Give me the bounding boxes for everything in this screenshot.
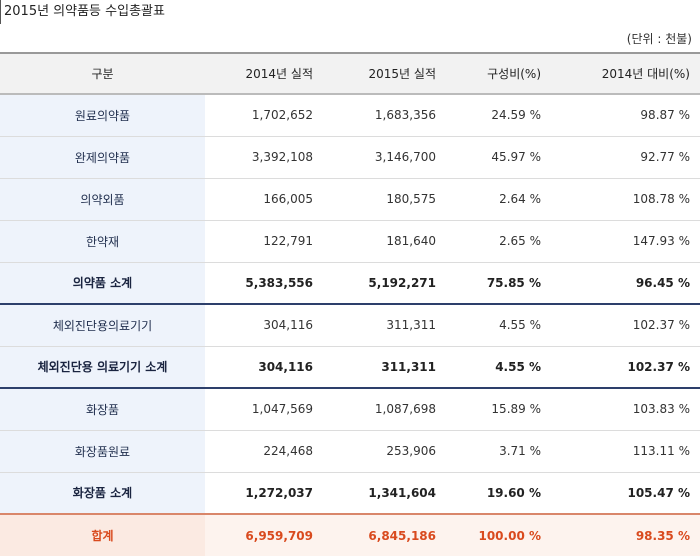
table-row: 완제의약품 3,392,108 3,146,700 45.97 % 92.77 … bbox=[0, 136, 700, 179]
row-yoy: 113.11 % bbox=[551, 430, 700, 473]
row-name: 의약품 소계 bbox=[0, 262, 205, 305]
row-yoy: 98.87 % bbox=[551, 94, 700, 137]
row-ratio: 4.55 % bbox=[446, 346, 551, 389]
row-yoy: 102.37 % bbox=[551, 304, 700, 347]
table-row: 의약외품 166,005 180,575 2.64 % 108.78 % bbox=[0, 178, 700, 221]
table-row: 화장품 1,047,569 1,087,698 15.89 % 103.83 % bbox=[0, 388, 700, 431]
row-yoy: 103.83 % bbox=[551, 388, 700, 431]
row-2015: 1,683,356 bbox=[323, 94, 446, 137]
header-row: 구분 2014년 실적 2015년 실적 구성비(%) 2014년 대비(%) bbox=[0, 52, 700, 95]
row-yoy: 96.45 % bbox=[551, 262, 700, 305]
row-name: 완제의약품 bbox=[0, 136, 205, 179]
row-name: 화장품 소계 bbox=[0, 472, 205, 515]
row-ratio: 4.55 % bbox=[446, 304, 551, 347]
row-2015: 253,906 bbox=[323, 430, 446, 473]
row-ratio: 45.97 % bbox=[446, 136, 551, 179]
total-row: 합계 6,959,709 6,845,186 100.00 % 98.35 % bbox=[0, 513, 700, 556]
row-yoy: 147.93 % bbox=[551, 220, 700, 263]
row-yoy: 105.47 % bbox=[551, 472, 700, 515]
row-name: 한약재 bbox=[0, 220, 205, 263]
row-ratio: 3.71 % bbox=[446, 430, 551, 473]
row-2014: 166,005 bbox=[205, 178, 323, 221]
row-yoy: 102.37 % bbox=[551, 346, 700, 389]
row-ratio: 19.60 % bbox=[446, 472, 551, 515]
row-2014: 304,116 bbox=[205, 304, 323, 347]
row-2015: 180,575 bbox=[323, 178, 446, 221]
row-2014: 122,791 bbox=[205, 220, 323, 263]
row-2015: 311,311 bbox=[323, 304, 446, 347]
row-2015: 6,845,186 bbox=[323, 513, 446, 556]
row-name: 화장품 bbox=[0, 388, 205, 431]
row-2015: 1,341,604 bbox=[323, 472, 446, 515]
row-name: 원료의약품 bbox=[0, 94, 205, 137]
header-2015: 2015년 실적 bbox=[323, 52, 446, 95]
subtotal-row: 화장품 소계 1,272,037 1,341,604 19.60 % 105.4… bbox=[0, 472, 700, 515]
subtotal-row: 체외진단용 의료기기 소계 304,116 311,311 4.55 % 102… bbox=[0, 346, 700, 389]
row-2014: 6,959,709 bbox=[205, 513, 323, 556]
row-2014: 224,468 bbox=[205, 430, 323, 473]
row-2014: 5,383,556 bbox=[205, 262, 323, 305]
table-row: 한약재 122,791 181,640 2.65 % 147.93 % bbox=[0, 220, 700, 263]
row-ratio: 75.85 % bbox=[446, 262, 551, 305]
header-yoy: 2014년 대비(%) bbox=[551, 52, 700, 95]
row-name: 체외진단용 의료기기 소계 bbox=[0, 346, 205, 389]
row-2015: 311,311 bbox=[323, 346, 446, 389]
unit-label: (단위 : 천불) bbox=[626, 32, 692, 46]
page-title: 2015년 의약품등 수입총괄표 bbox=[0, 0, 165, 24]
header-2014: 2014년 실적 bbox=[205, 52, 323, 95]
row-ratio: 24.59 % bbox=[446, 94, 551, 137]
row-yoy: 92.77 % bbox=[551, 136, 700, 179]
row-2014: 1,702,652 bbox=[205, 94, 323, 137]
row-name: 체외진단용의료기기 bbox=[0, 304, 205, 347]
row-2015: 5,192,271 bbox=[323, 262, 446, 305]
row-2015: 3,146,700 bbox=[323, 136, 446, 179]
row-yoy: 108.78 % bbox=[551, 178, 700, 221]
row-yoy: 98.35 % bbox=[551, 513, 700, 556]
header-category: 구분 bbox=[0, 52, 205, 95]
table-row: 원료의약품 1,702,652 1,683,356 24.59 % 98.87 … bbox=[0, 94, 700, 137]
row-2014: 3,392,108 bbox=[205, 136, 323, 179]
subtotal-row: 의약품 소계 5,383,556 5,192,271 75.85 % 96.45… bbox=[0, 262, 700, 305]
row-ratio: 15.89 % bbox=[446, 388, 551, 431]
row-ratio: 2.65 % bbox=[446, 220, 551, 263]
row-name: 의약외품 bbox=[0, 178, 205, 221]
row-2014: 304,116 bbox=[205, 346, 323, 389]
row-name: 합계 bbox=[0, 513, 205, 556]
import-summary-table: 구분 2014년 실적 2015년 실적 구성비(%) 2014년 대비(%) … bbox=[0, 52, 700, 556]
row-2015: 181,640 bbox=[323, 220, 446, 263]
row-ratio: 100.00 % bbox=[446, 513, 551, 556]
row-ratio: 2.64 % bbox=[446, 178, 551, 221]
row-name: 화장품원료 bbox=[0, 430, 205, 473]
row-2014: 1,047,569 bbox=[205, 388, 323, 431]
table-row: 체외진단용의료기기 304,116 311,311 4.55 % 102.37 … bbox=[0, 304, 700, 347]
row-2014: 1,272,037 bbox=[205, 472, 323, 515]
table-row: 화장품원료 224,468 253,906 3.71 % 113.11 % bbox=[0, 430, 700, 473]
header-ratio: 구성비(%) bbox=[446, 52, 551, 95]
row-2015: 1,087,698 bbox=[323, 388, 446, 431]
